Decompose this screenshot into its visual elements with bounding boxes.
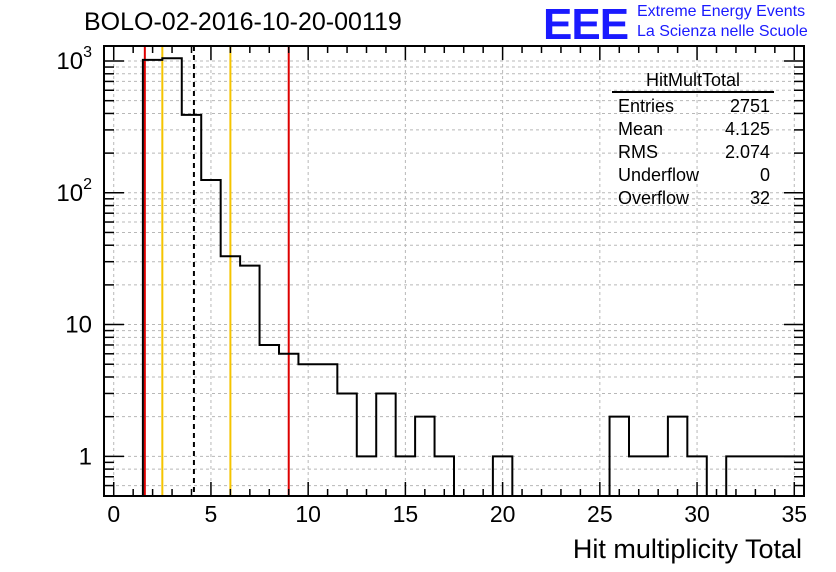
stats-title: HitMultTotal (612, 70, 774, 93)
x-tick-label: 10 (295, 501, 321, 527)
x-tick-label: 25 (587, 501, 613, 527)
stats-label: Mean (618, 119, 664, 139)
x-axis-title: Hit multiplicity Total (572, 534, 802, 564)
y-tick-label: 1 (79, 443, 92, 470)
stats-value: 2751 (729, 96, 770, 116)
x-tick-label: 5 (205, 501, 218, 527)
stats-value: 4.125 (724, 119, 770, 139)
logo-mark: EEE (543, 0, 629, 49)
reference-lines (143, 46, 290, 496)
y-tick-label: 103 (56, 44, 92, 75)
stats-value: 0 (759, 165, 770, 185)
x-tick-label: 15 (393, 501, 419, 527)
logo-line-1: Extreme Energy Events (637, 3, 806, 20)
axis-ticks (104, 46, 804, 496)
stats-label: RMS (618, 142, 658, 162)
stats-label: Underflow (618, 165, 700, 185)
stats-row-overflow: Overflow 32 (612, 187, 778, 210)
plot-frame (103, 45, 805, 497)
grid (104, 46, 804, 496)
y-tick-label: 102 (56, 176, 92, 207)
stats-box: HitMultTotal Entries 2751 Mean 4.125 RMS… (612, 70, 778, 210)
logo-line-2: La Scienza nelle Scuole (637, 23, 808, 40)
stats-row-rms: RMS 2.074 (612, 141, 778, 164)
stats-row-underflow: Underflow 0 (612, 164, 778, 187)
y-tick-labels: 1 10 102 103 (56, 44, 92, 470)
stats-value: 32 (749, 188, 770, 208)
y-tick-label: 10 (65, 312, 92, 339)
chart-title: BOLO-02-2016-10-20-00119 (84, 8, 402, 36)
x-tick-label: 30 (684, 501, 710, 527)
stats-value: 2.074 (724, 142, 770, 162)
stats-label: Entries (618, 96, 675, 116)
stats-label: Overflow (618, 188, 690, 208)
x-tick-label: 20 (490, 501, 516, 527)
x-tick-labels: 0 5 10 15 20 25 30 35 (107, 501, 807, 527)
stats-row-mean: Mean 4.125 (612, 118, 778, 141)
stats-row-entries: Entries 2751 (612, 95, 778, 118)
x-tick-label: 35 (781, 501, 807, 527)
histogram-outline (141, 57, 805, 497)
x-tick-label: 0 (107, 501, 120, 527)
